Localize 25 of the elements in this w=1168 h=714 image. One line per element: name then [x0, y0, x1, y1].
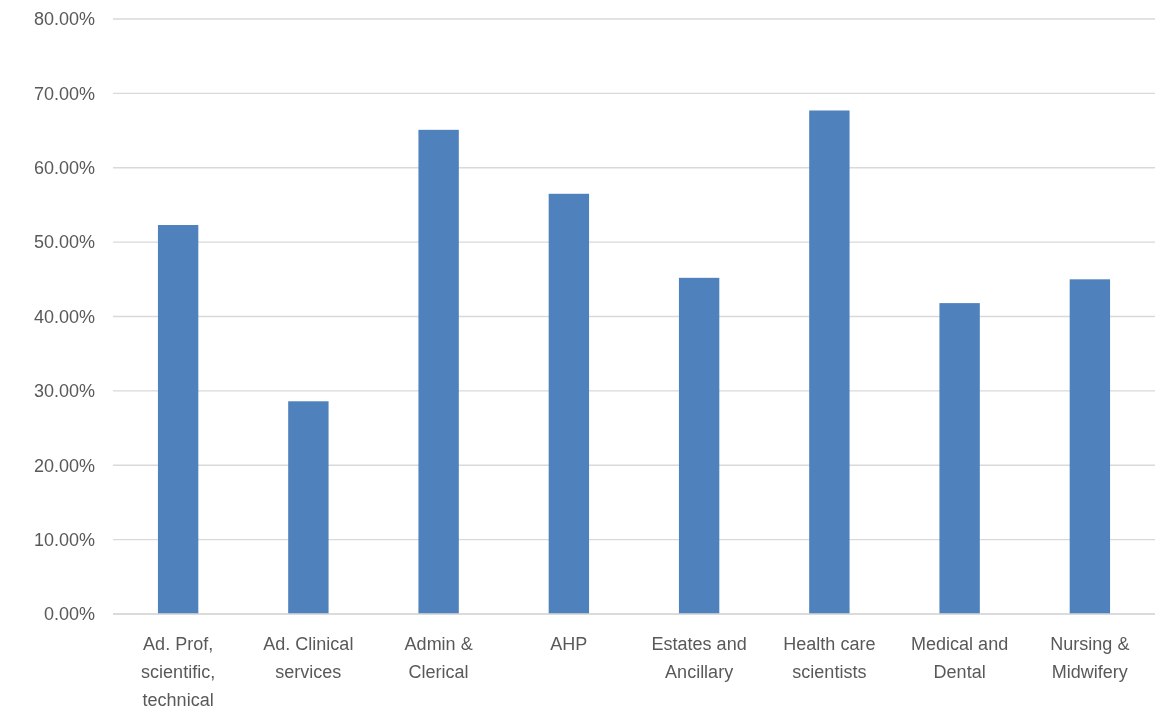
- bar: [939, 303, 980, 614]
- y-tick-label: 50.00%: [33, 232, 95, 253]
- x-tick-label: Health care scientists: [783, 634, 876, 682]
- y-tick-label: 30.00%: [33, 381, 95, 402]
- bar: [809, 110, 850, 614]
- y-tick-label: 0.00%: [43, 604, 95, 625]
- x-tick-label: Nursing & Midwifery: [1050, 634, 1130, 682]
- bar: [288, 401, 329, 614]
- bar: [157, 225, 199, 614]
- y-tick-label: 10.00%: [33, 529, 95, 550]
- y-tick-label: 40.00%: [33, 306, 95, 327]
- bar: [678, 277, 720, 614]
- y-tick-label: 70.00%: [33, 83, 95, 104]
- y-tick-label: 20.00%: [33, 455, 95, 476]
- bar: [418, 129, 459, 614]
- y-tick-label: 60.00%: [33, 158, 95, 179]
- bar: [548, 193, 590, 614]
- bar: [1069, 279, 1111, 614]
- x-tick-label: Medical and Dental: [911, 634, 1009, 682]
- x-tick-label: AHP: [550, 634, 588, 654]
- y-tick-label: 80.00%: [33, 9, 95, 30]
- x-tick-label: Admin & Clerical: [404, 634, 473, 682]
- x-tick-label: Estates and Ancillary: [651, 634, 747, 682]
- x-tick-label: Ad. Clinical services: [263, 634, 354, 682]
- x-tick-label: Ad. Prof, scientific, technical: [141, 634, 216, 710]
